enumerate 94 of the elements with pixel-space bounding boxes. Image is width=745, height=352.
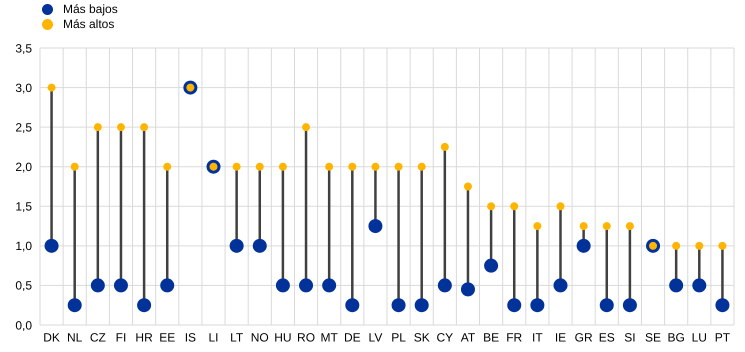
point: [70, 162, 79, 171]
x-tick-label: IE: [554, 330, 566, 345]
point: [507, 298, 522, 312]
point: [626, 222, 634, 230]
point: [232, 162, 241, 171]
x-tick-label: HU: [274, 330, 292, 345]
point: [68, 298, 82, 312]
point: [278, 162, 287, 171]
x-tick-label: CZ: [90, 330, 106, 345]
point: [510, 202, 518, 210]
point: [163, 162, 172, 171]
point: [322, 278, 336, 292]
point: [252, 238, 267, 253]
y-tick-label: 3,0: [15, 80, 32, 95]
point: [414, 298, 429, 312]
y-tick-label: 1,0: [15, 239, 32, 254]
point: [114, 278, 128, 292]
point: [460, 282, 475, 296]
x-tick-label: SK: [414, 330, 430, 345]
x-tick-label: FR: [506, 330, 523, 345]
x-tick-label: NO: [250, 330, 269, 345]
point: [160, 278, 174, 292]
point: [140, 123, 148, 132]
x-tick-label: MT: [320, 330, 338, 345]
x-tick-label: LU: [692, 330, 707, 345]
point: [348, 162, 356, 171]
point: [576, 238, 591, 253]
point: [418, 162, 426, 171]
point: [718, 242, 726, 250]
x-tick-label: RO: [297, 330, 316, 345]
point: [116, 123, 125, 132]
point: [695, 242, 704, 250]
x-tick-label: NL: [67, 330, 83, 345]
x-tick-label: SI: [624, 330, 636, 345]
x-tick-label: LV: [368, 330, 382, 345]
x-tick-label: LT: [230, 330, 244, 345]
point: [302, 123, 310, 132]
y-tick-label: 2,0: [15, 160, 32, 174]
point: [622, 298, 637, 312]
x-tick-label: SE: [645, 330, 662, 345]
y-tick-label: 1,5: [15, 200, 32, 214]
point: [530, 298, 544, 312]
x-tick-label: IT: [532, 330, 544, 345]
point: [464, 182, 472, 190]
x-tick-label: FI: [116, 330, 126, 345]
point: [533, 222, 542, 230]
point: [256, 162, 264, 171]
point: [669, 278, 684, 292]
point: [715, 298, 730, 312]
point: [44, 238, 59, 253]
point: [94, 123, 102, 132]
x-tick-label: EE: [159, 330, 176, 345]
point: [276, 278, 290, 292]
x-tick-label: GR: [574, 330, 593, 345]
point: [90, 278, 105, 292]
legend-label: Más bajos: [63, 2, 118, 17]
point: [438, 278, 452, 292]
x-tick-label: CY: [436, 330, 454, 345]
legend-label: Más altos: [63, 17, 114, 32]
x-tick-label: PT: [714, 330, 731, 345]
point: [554, 278, 568, 292]
point: [345, 298, 360, 312]
point: [137, 298, 152, 312]
point: [371, 162, 380, 171]
point: [556, 202, 564, 210]
y-tick-label: 0,0: [15, 318, 32, 332]
point: [299, 278, 314, 292]
x-tick-label: LI: [208, 330, 219, 345]
x-tick-label: DK: [43, 330, 60, 345]
point: [600, 298, 614, 312]
x-tick-label: ES: [598, 330, 615, 345]
point: [325, 162, 334, 171]
point: [230, 238, 244, 253]
y-tick-label: 3,5: [15, 41, 32, 56]
point: [48, 84, 56, 92]
point: [394, 162, 403, 171]
point: [580, 222, 588, 230]
x-tick-label: IS: [184, 330, 196, 345]
point: [368, 219, 382, 234]
x-tick-label: PL: [391, 330, 406, 345]
point: [392, 298, 406, 312]
point: [672, 242, 680, 250]
point: [487, 202, 496, 210]
point: [484, 258, 498, 273]
x-tick-label: BG: [667, 330, 685, 345]
x-tick-label: AT: [460, 330, 476, 345]
x-tick-label: BE: [483, 330, 500, 345]
point: [440, 142, 449, 151]
point: [602, 222, 611, 230]
y-tick-label: 0,5: [15, 278, 32, 293]
y-tick-label: 2,5: [15, 120, 32, 134]
x-tick-label: HR: [135, 330, 154, 345]
x-tick-label: DE: [344, 330, 361, 345]
point: [692, 278, 706, 292]
